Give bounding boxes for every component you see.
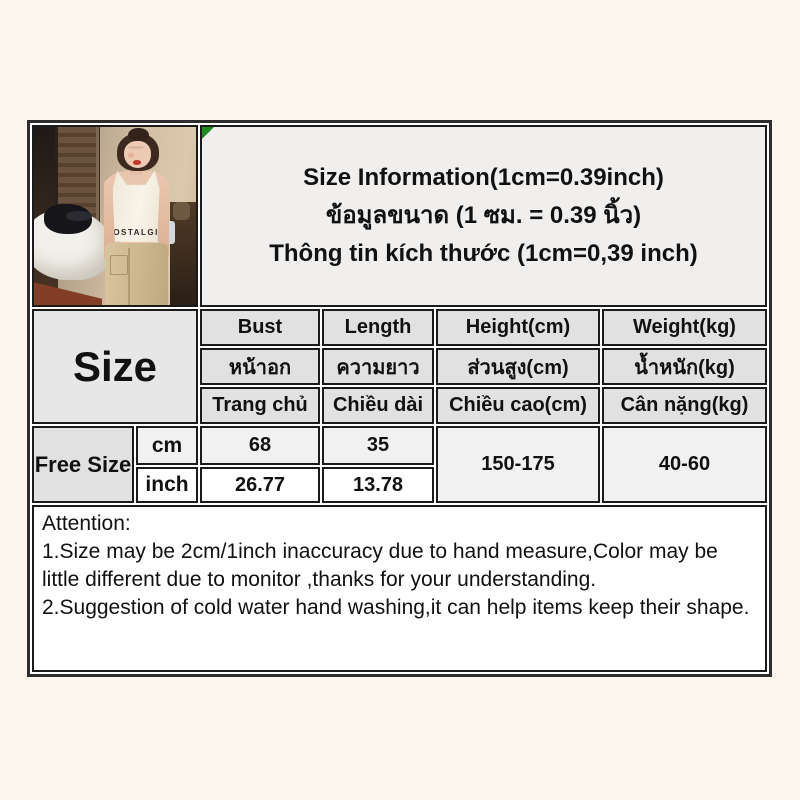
value-length-cm: 35 — [322, 426, 434, 465]
title-vietnamese: Thông tin kích thước (1cm=0,39 inch) — [269, 240, 698, 267]
attention-line-2: 2.Suggestion of cold water hand washing,… — [42, 596, 750, 619]
model-left-arm — [103, 178, 115, 263]
photo-bag-strap — [66, 210, 93, 222]
value-length-inch: 13.78 — [322, 467, 434, 503]
col-header-length-en: Length — [322, 309, 434, 346]
size-corner-label: Size — [32, 309, 198, 424]
col-header-height-vi: Chiều cao(cm) — [436, 387, 600, 424]
model-pants-seam — [127, 248, 130, 305]
title-thai: ข้อมูลขนาด (1 ซม. = 0.39 นิ้ว) — [325, 202, 642, 229]
cell-corner-marker-icon — [202, 127, 214, 139]
col-header-weight-vi: Cân nặng(kg) — [602, 387, 767, 424]
col-header-length-th: ความยาว — [322, 348, 434, 385]
product-photo-scene: NOSTALGIA — [34, 127, 196, 305]
value-weight-range: 40-60 — [602, 426, 767, 503]
value-bust-cm: 68 — [200, 426, 320, 465]
col-header-bust-vi: Trang chủ — [200, 387, 320, 424]
unit-label-inch: inch — [136, 467, 198, 503]
col-header-height-en: Height(cm) — [436, 309, 600, 346]
model-right-arm — [157, 178, 170, 259]
unit-label-cm: cm — [136, 426, 198, 465]
model-lips — [132, 160, 141, 165]
col-header-weight-en: Weight(kg) — [602, 309, 767, 346]
model-hair-bun — [127, 127, 149, 143]
value-bust-inch: 26.77 — [200, 467, 320, 503]
attention-line-1: 1.Size may be 2cm/1inch inaccuracy due t… — [42, 540, 718, 591]
photo-door-frame — [95, 127, 99, 252]
model-khaki-pants — [105, 242, 169, 305]
model-brow-shadow — [127, 145, 145, 150]
col-header-bust-en: Bust — [200, 309, 320, 346]
size-chart-table: NOSTALGIA Size Information(1cm=0.39inch)… — [27, 120, 772, 677]
model-pants-pocket — [110, 255, 129, 275]
value-height-range: 150-175 — [436, 426, 600, 503]
tank-top-logo-text: NOSTALGIA — [106, 228, 167, 238]
size-information-header: Size Information(1cm=0.39inch) ข้อมูลขนา… — [200, 125, 767, 307]
model-blush — [127, 152, 135, 159]
col-header-height-th: ส่วนสูง(cm) — [436, 348, 600, 385]
row-label-free-size: Free Size — [32, 426, 134, 503]
col-header-weight-th: น้ำหนัก(kg) — [602, 348, 767, 385]
attention-heading: Attention: — [42, 512, 131, 535]
attention-note: Attention: 1.Size may be 2cm/1inch inacc… — [32, 505, 767, 672]
photo-shelf-items — [173, 201, 190, 220]
col-header-length-vi: Chiều dài — [322, 387, 434, 424]
title-english: Size Information(1cm=0.39inch) — [303, 164, 664, 191]
product-photo: NOSTALGIA — [32, 125, 198, 307]
col-header-bust-th: หน้าอก — [200, 348, 320, 385]
